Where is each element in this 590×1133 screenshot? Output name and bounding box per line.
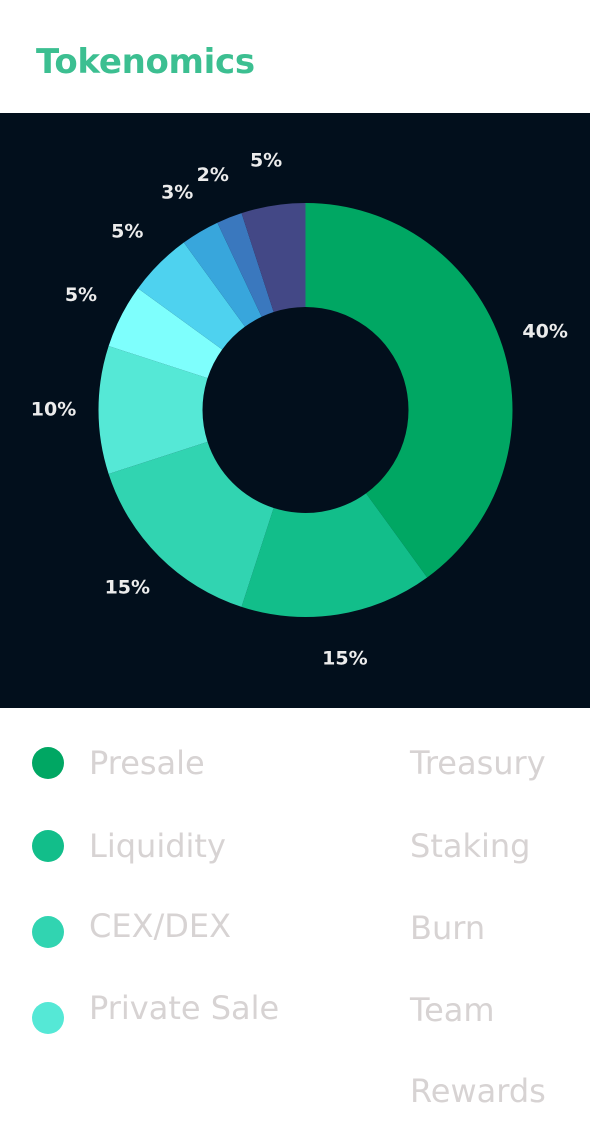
slice-staking [138, 242, 245, 350]
legend-label-staking: Staking [410, 827, 531, 865]
data-label-burn: 3% [161, 182, 193, 204]
data-label-staking: 5% [111, 220, 143, 242]
data-label-cex-dex: 15% [105, 577, 150, 599]
legend-label-rewards: Rewards [410, 1072, 546, 1110]
legend-label-treasury: Treasury [410, 744, 546, 782]
data-label-team: 2% [197, 164, 229, 186]
chart-legend: Presale Liquidity CEX/DEX Private Sale T… [0, 708, 590, 1133]
slice-treasury [108, 288, 223, 379]
legend-label: Liquidity [89, 827, 226, 865]
data-label-rewards: 5% [250, 150, 282, 172]
data-label-treasury: 5% [65, 284, 97, 306]
slice-cex-dex [108, 441, 274, 607]
data-label-private-sale: 10% [31, 399, 76, 421]
slice-burn [183, 222, 262, 327]
legend-label: Presale [89, 744, 205, 782]
slice-liquidity [241, 493, 428, 617]
legend-swatch-private-sale [32, 1002, 64, 1034]
donut-chart: 40% 15% 15% 10% 5% 5% 3%2% 5% [0, 113, 590, 708]
legend-label-team: Team [410, 991, 495, 1029]
data-label-presale: 40% [522, 321, 567, 343]
legend-swatch-presale [32, 747, 64, 779]
slice-rewards [241, 203, 306, 313]
page-title: Tokenomics [36, 42, 255, 82]
legend-swatch-cex-dex [32, 916, 64, 948]
legend-label: CEX/DEX [89, 907, 232, 945]
data-label-liquidity: 15% [322, 647, 367, 669]
chart-panel: 40% 15% 15% 10% 5% 5% 3% 2% 5% [0, 113, 590, 708]
legend-label: Private Sale [89, 989, 280, 1027]
slice-private-sale [98, 346, 208, 474]
slice-presale [305, 203, 513, 578]
slice-team [217, 213, 274, 317]
legend-label-burn: Burn [410, 909, 486, 947]
legend-swatch-liquidity [32, 830, 64, 862]
